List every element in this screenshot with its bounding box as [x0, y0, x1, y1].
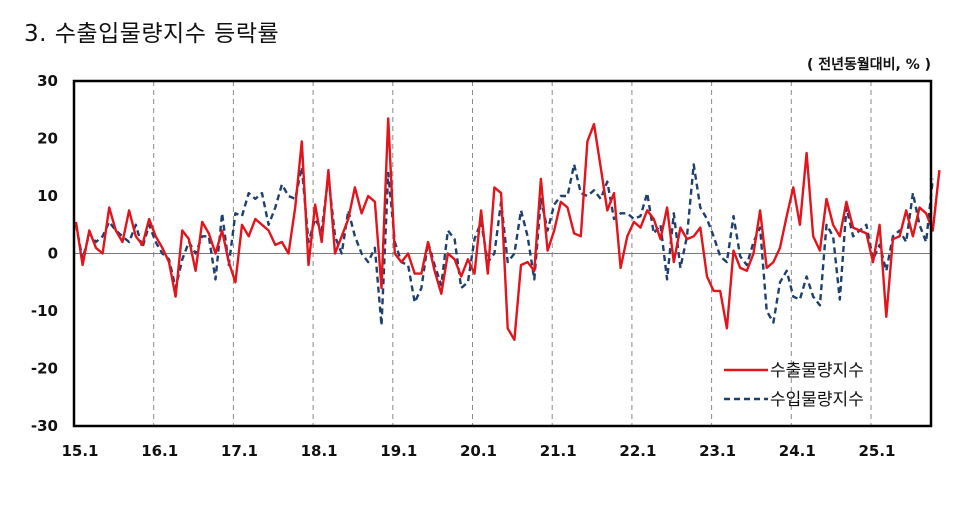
y-tick-label: -30: [31, 417, 58, 435]
y-tick-label: 10: [37, 187, 58, 205]
export-volume-series: [74, 117, 941, 341]
x-tick-label: 22.1: [619, 442, 656, 460]
x-tick-label: 24.1: [779, 442, 816, 460]
chart-title: 3. 수출입물량지수 등락률: [24, 21, 280, 47]
y-tick-label: 0: [48, 245, 58, 263]
x-tick-label: 18.1: [301, 442, 338, 460]
x-tick-label: 19.1: [380, 442, 417, 460]
y-axis-ticks: 30 20 10 0 -10 -20 -30: [31, 72, 58, 435]
plot-frame: [72, 79, 933, 428]
legend-import-label: 수입물량지수: [770, 390, 864, 410]
x-tick-label: 20.1: [460, 442, 497, 460]
y-tick-label: -20: [31, 360, 58, 378]
y-tick-label: 20: [37, 130, 58, 148]
y-tick-label: -10: [31, 302, 58, 320]
x-tick-label: 16.1: [141, 442, 178, 460]
legend-export-label: 수출물량지수: [770, 361, 864, 381]
y-tick-label: 30: [37, 72, 58, 90]
x-axis-ticks: 15.1 16.1 17.1 18.1 19.1 20.1 21.1 22.1 23.1 24.1…: [61, 442, 895, 460]
x-tick-label: 15.1: [61, 442, 98, 460]
unit-label: ( 전년동월대비, % ): [806, 57, 931, 73]
x-tick-label: 23.1: [699, 442, 736, 460]
x-tick-label: 21.1: [540, 442, 577, 460]
legend: 수출물량지수 수입물량지수: [724, 361, 864, 410]
x-tick-label: 17.1: [221, 442, 258, 460]
x-tick-label: 25.1: [858, 442, 895, 460]
